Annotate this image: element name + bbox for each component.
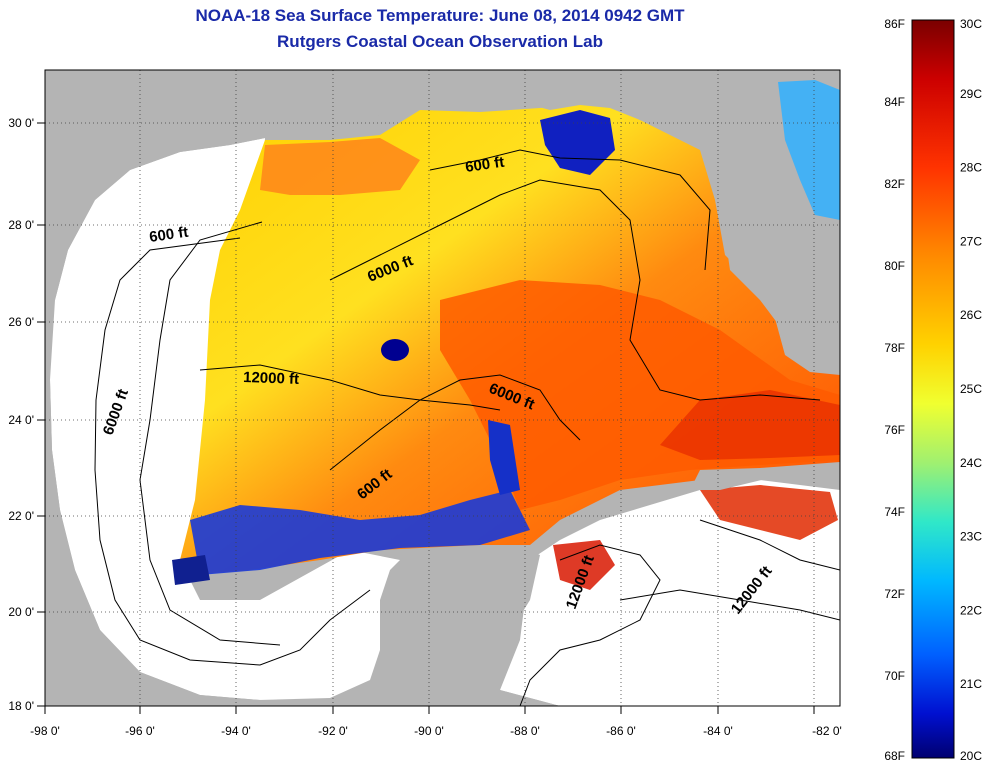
yucatan-warm bbox=[553, 540, 615, 590]
x-tick-label: -92 0' bbox=[318, 724, 348, 738]
y-tick-label: 28 0' bbox=[8, 218, 34, 232]
x-tick-label: -96 0' bbox=[125, 724, 155, 738]
cuba-north-warm bbox=[700, 485, 838, 540]
tick-marks bbox=[37, 122, 815, 714]
colorbar-c-label: 27C bbox=[960, 234, 982, 248]
land-florida-keys bbox=[770, 300, 840, 375]
colorbar-f-label: 80F bbox=[884, 259, 905, 273]
north-warm-band bbox=[260, 138, 420, 195]
y-tick-label: 26 0' bbox=[8, 315, 34, 329]
x-tick-label: -90 0' bbox=[414, 724, 444, 738]
florida-east-sst bbox=[778, 80, 840, 220]
colorbar-f-label: 82F bbox=[884, 177, 905, 191]
colorbar-c-label: 28C bbox=[960, 161, 982, 175]
cold-eddy bbox=[381, 339, 409, 361]
x-tick-label: -88 0' bbox=[510, 724, 540, 738]
colorbar-c-label: 29C bbox=[960, 87, 982, 101]
colorbar-f-label: 78F bbox=[884, 341, 905, 355]
y-tick-label: 20 0' bbox=[8, 605, 34, 619]
y-tick-label: 30 0' bbox=[8, 116, 34, 130]
y-tick-label: 18 0' bbox=[8, 699, 34, 713]
ocean-mask-west bbox=[50, 138, 400, 700]
x-tick-label: -82 0' bbox=[812, 724, 842, 738]
colorbar-c-label: 30C bbox=[960, 17, 982, 31]
contour-label: 600 ft bbox=[148, 224, 189, 246]
contour-label: 600 ft bbox=[464, 154, 505, 176]
cool-patch-south bbox=[190, 490, 530, 575]
colorbar-f-label: 76F bbox=[884, 423, 905, 437]
colorbar-c-label: 25C bbox=[960, 382, 982, 396]
colorbar-c-label: 24C bbox=[960, 456, 982, 470]
x-tick-label: -98 0' bbox=[30, 724, 60, 738]
colorbar-c-label: 21C bbox=[960, 677, 982, 691]
colorbar-c-label: 26C bbox=[960, 308, 982, 322]
plot-frame bbox=[44, 69, 841, 707]
cool-patch-center bbox=[488, 420, 520, 495]
colorbar-c-label: 22C bbox=[960, 603, 982, 617]
land-cuba bbox=[690, 462, 840, 490]
land-mexico bbox=[45, 300, 330, 706]
x-tick-label: -86 0' bbox=[606, 724, 636, 738]
colorbar-f-label: 72F bbox=[884, 587, 905, 601]
land-yucatan bbox=[380, 548, 560, 706]
ocean-mask-southeast bbox=[500, 480, 840, 706]
colorbar-f-label: 84F bbox=[884, 95, 905, 109]
land-us-coast bbox=[45, 70, 840, 345]
colorbar-c-label: 23C bbox=[960, 530, 982, 544]
colorbar-f-label: 74F bbox=[884, 505, 905, 519]
map-subtitle: Rutgers Coastal Ocean Observation Lab bbox=[277, 32, 603, 51]
colorbar-f-label: 68F bbox=[884, 749, 905, 763]
contour-label: 12000 ft bbox=[243, 369, 299, 388]
map-title: NOAA-18 Sea Surface Temperature: June 08… bbox=[195, 6, 685, 25]
colorbar-f-label: 86F bbox=[884, 17, 905, 31]
y-tick-label: 22 0' bbox=[8, 509, 34, 523]
grid-lines bbox=[45, 70, 840, 706]
colorbar-f-label: 70F bbox=[884, 669, 905, 683]
cool-patch-sw bbox=[172, 555, 210, 585]
x-tick-label: -94 0' bbox=[221, 724, 251, 738]
warm-core-red bbox=[660, 390, 840, 460]
colorbar bbox=[911, 19, 955, 759]
bathymetry-contours bbox=[94, 149, 840, 706]
x-tick-label: -84 0' bbox=[703, 724, 733, 738]
y-tick-label: 24 0' bbox=[8, 413, 34, 427]
colorbar-c-label: 20C bbox=[960, 749, 982, 763]
